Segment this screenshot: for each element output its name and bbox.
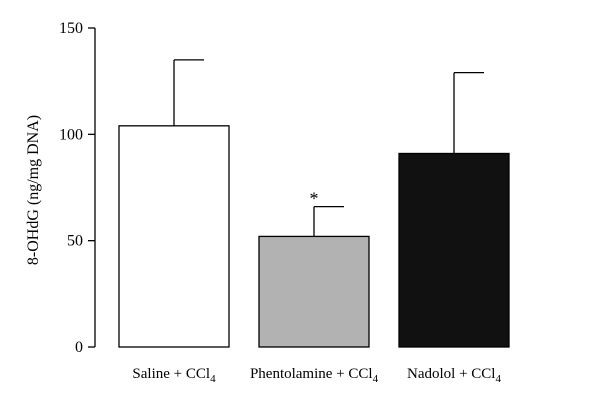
category-label-1: Phentolamine + CCl4 bbox=[250, 366, 379, 385]
y-tick-label-0: 0 bbox=[75, 339, 83, 356]
bar-2 bbox=[398, 152, 510, 348]
category-label-subscript-0: 4 bbox=[210, 373, 216, 385]
bars bbox=[118, 125, 510, 348]
bar-0 bbox=[118, 125, 230, 348]
bar-1 bbox=[258, 235, 370, 348]
category-label-text-0: Saline + CCl bbox=[132, 366, 210, 382]
annotations: * bbox=[310, 189, 319, 209]
y-tick-label-2: 100 bbox=[59, 126, 83, 143]
significance-marker-1: * bbox=[310, 189, 319, 209]
y-axis-label: 8-OHdG (ng/mg DNA) bbox=[25, 115, 42, 265]
category-label-text-2: Nadolol + CCl bbox=[407, 366, 495, 382]
y-axis-ticks: 0 50 100 150 bbox=[59, 20, 95, 356]
category-label-2: Nadolol + CCl4 bbox=[407, 366, 501, 385]
y-tick-label-3: 150 bbox=[59, 20, 83, 37]
category-label-subscript-1: 4 bbox=[373, 373, 379, 385]
error-bars bbox=[173, 59, 484, 237]
category-label-text-1: Phentolamine + CCl bbox=[250, 366, 373, 382]
category-label-subscript-2: 4 bbox=[495, 373, 501, 385]
x-axis-categories: Saline + CCl4 Phentolamine + CCl4 Nadolol … bbox=[132, 366, 501, 385]
y-tick-label-1: 50 bbox=[67, 233, 83, 250]
category-label-0: Saline + CCl4 bbox=[132, 366, 216, 385]
